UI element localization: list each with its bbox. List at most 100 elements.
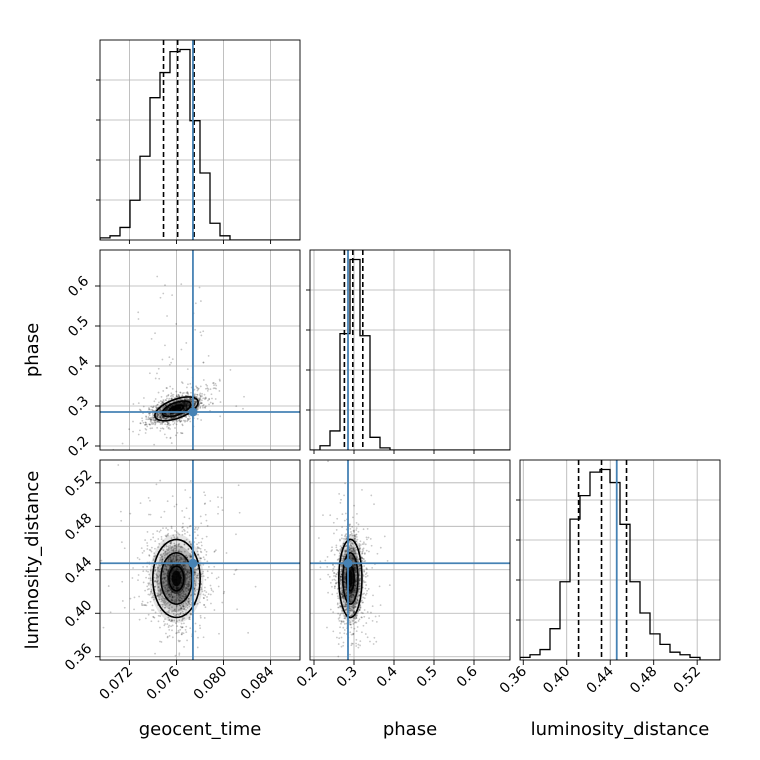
sample-point: [173, 536, 176, 539]
sample-point: [355, 570, 358, 573]
sample-point: [348, 556, 351, 558]
sample-point: [210, 602, 212, 605]
sample-point: [358, 564, 361, 567]
sample-point: [175, 423, 178, 426]
sample-point: [368, 617, 370, 620]
sample-point: [327, 460, 329, 463]
sample-point: [335, 573, 338, 576]
sample-point: [362, 547, 365, 550]
sample-point: [182, 413, 185, 416]
sample-point: [359, 606, 362, 609]
sample-point: [176, 420, 179, 423]
sample-point: [188, 415, 191, 418]
sample-point: [183, 408, 186, 411]
sample-point: [350, 550, 353, 553]
sample-point: [379, 604, 382, 607]
sample-point: [340, 568, 343, 571]
sample-point: [352, 612, 355, 614]
sample-point: [167, 414, 170, 416]
sample-point: [352, 623, 355, 625]
sample-point: [109, 611, 112, 614]
sample-point: [185, 586, 188, 589]
sample-point: [364, 666, 366, 668]
sample-point: [237, 484, 240, 487]
sample-point: [183, 402, 186, 405]
sample-point: [164, 606, 167, 609]
sample-point: [132, 420, 134, 423]
sample-point: [164, 556, 166, 559]
sample-point: [196, 576, 198, 579]
sample-point: [357, 643, 360, 646]
sample-point: [165, 413, 167, 416]
sample-point: [186, 526, 189, 529]
sample-point: [203, 503, 206, 505]
sample-point: [147, 593, 150, 596]
sample-point: [350, 531, 352, 533]
sample-point: [178, 640, 180, 643]
sample-point: [165, 409, 168, 411]
x-tick-label-phase: 0.6: [454, 663, 481, 690]
sample-point: [180, 402, 183, 405]
sample-point: [331, 546, 333, 549]
sample-point: [185, 403, 188, 406]
sample-point: [186, 404, 189, 407]
sample-point: [160, 556, 163, 559]
sample-point: [359, 572, 361, 574]
sample-point: [159, 588, 162, 591]
sample-point: [137, 318, 140, 320]
sample-point: [364, 633, 367, 635]
sample-point: [172, 556, 175, 559]
sample-point: [156, 415, 159, 417]
scatter-panel-geocent_time-phase: [99, 249, 301, 451]
sample-point: [161, 416, 164, 419]
sample-point: [180, 633, 183, 635]
x-tick-label-geocent_time: 0.072: [97, 664, 137, 704]
sample-point: [140, 547, 143, 550]
sample-point: [187, 547, 190, 550]
sample-point: [349, 662, 351, 664]
sample-point: [375, 640, 378, 643]
sample-point: [339, 548, 342, 551]
sample-point: [143, 397, 145, 399]
sample-point: [159, 593, 162, 596]
sample-point: [189, 496, 192, 499]
sample-point: [343, 572, 346, 575]
sample-point: [178, 631, 180, 634]
sample-point: [178, 597, 181, 599]
sample-point: [187, 575, 189, 578]
sample-point: [183, 596, 185, 598]
sample-point: [342, 620, 345, 623]
sample-point: [165, 553, 168, 556]
sample-point: [169, 556, 172, 559]
sample-point: [158, 596, 160, 599]
sample-point: [165, 632, 167, 635]
sample-point: [154, 569, 157, 572]
sample-point: [194, 537, 197, 540]
sample-point: [171, 606, 173, 609]
sample-point: [187, 383, 189, 386]
sample-point: [355, 602, 358, 605]
sample-point: [187, 403, 190, 405]
sample-point: [180, 593, 182, 596]
sample-point: [358, 547, 361, 550]
sample-point: [189, 555, 192, 558]
sample-point: [373, 636, 376, 639]
sample-point: [176, 399, 179, 401]
sample-point: [194, 526, 197, 529]
sample-point: [341, 620, 343, 623]
sample-point: [156, 575, 159, 578]
sample-point: [183, 543, 186, 546]
sample-point: [185, 576, 188, 579]
sample-point: [152, 405, 155, 408]
sample-point: [180, 633, 183, 636]
sample-point: [376, 552, 379, 555]
sample-point: [189, 575, 191, 578]
sample-point: [166, 589, 169, 592]
sample-point: [199, 627, 202, 630]
sample-point: [162, 292, 165, 295]
sample-point: [358, 578, 361, 580]
sample-point: [168, 619, 171, 622]
sample-point: [172, 393, 175, 396]
sample-point: [363, 552, 366, 555]
sample-point: [162, 571, 164, 573]
